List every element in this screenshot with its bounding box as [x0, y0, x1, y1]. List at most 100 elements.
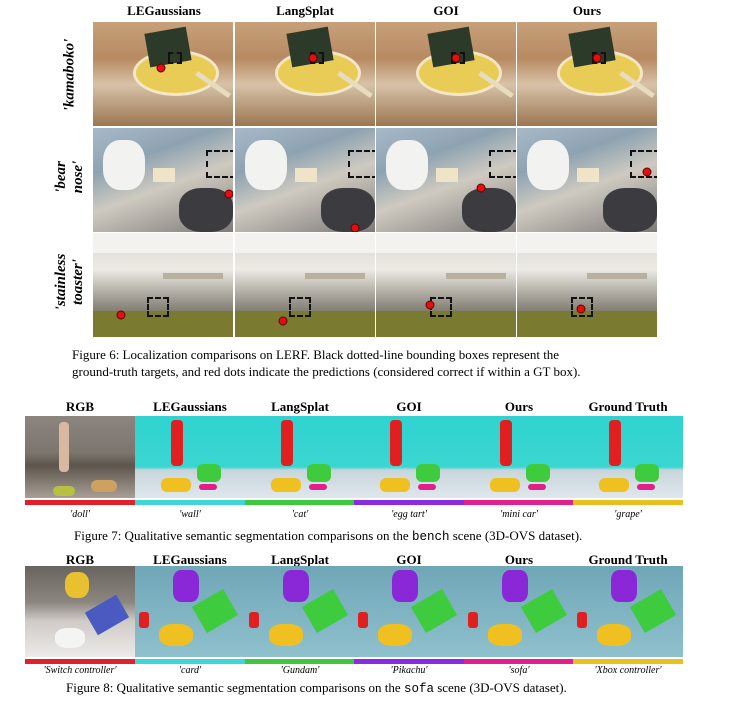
fig8-image-2 — [135, 566, 245, 657]
row-label-line: toaster' — [70, 259, 86, 305]
prediction-dot — [451, 53, 461, 63]
cat-mask — [307, 464, 331, 482]
fig6-row-label-kamaboko: 'kamaboko' — [62, 39, 79, 112]
doll-figure — [59, 422, 69, 472]
fig6-row-label-bear-nose: 'bear nose' — [53, 161, 87, 194]
fig8-color-bar — [25, 659, 135, 664]
fig6-col-langsplat: LangSplat — [276, 3, 334, 18]
row-label-line: 'kamaboko' — [61, 38, 78, 112]
fig8-col-header: GOI — [396, 552, 422, 567]
bear-plush — [245, 140, 287, 190]
toy-car — [91, 480, 117, 492]
grape-mask — [271, 478, 301, 492]
xbox-mask — [488, 624, 522, 646]
fig7-col-header: Ground Truth — [588, 399, 668, 414]
fig7-image-4 — [354, 416, 464, 498]
shelf — [163, 273, 223, 279]
fig7-color-bar — [354, 500, 464, 505]
dark-object — [179, 188, 233, 232]
fig6-image-r2-c4 — [517, 128, 657, 232]
shelf — [587, 273, 647, 279]
prediction-dot — [156, 63, 166, 73]
fig7-col-header: RGB — [65, 399, 95, 414]
fig8-col-header: LEGaussians — [153, 552, 227, 567]
fig7-caption: Figure 7: Qualitative semantic segmentat… — [74, 527, 582, 546]
fig6-image-r2-c1 — [93, 128, 233, 232]
fig8-color-bar — [245, 659, 355, 664]
fig7-image-2 — [135, 416, 245, 498]
pikachu-mask — [502, 570, 528, 602]
fig8-col-header: RGB — [65, 552, 95, 567]
switch-mask — [139, 612, 149, 628]
prediction-dot — [592, 53, 602, 63]
plate — [153, 168, 175, 182]
fig6-image-r2-c2 — [235, 128, 375, 232]
fig6-image-r2-c3 — [376, 128, 516, 232]
fig7-color-bar — [135, 500, 245, 505]
bear-plush — [386, 140, 428, 190]
pikachu-mask — [392, 570, 418, 602]
fig8-col-header: Ground Truth — [588, 552, 668, 567]
fig7-query-label: 'mini car' — [500, 509, 538, 520]
fig8-color-bar — [135, 659, 245, 664]
fig7-query-label: 'cat' — [291, 509, 309, 520]
fig7-query-label: 'egg tart' — [391, 509, 427, 520]
fig6-image-r1-c3 — [376, 22, 516, 126]
bear-plush — [103, 140, 145, 190]
gt-bounding-box — [206, 150, 233, 178]
prediction-dot — [308, 53, 318, 63]
pikachu-mask — [611, 570, 637, 602]
fig6-image-r3-c4 — [517, 233, 657, 337]
fig6-col-legaussians: LEGaussians — [127, 3, 201, 18]
fig8-color-bar — [464, 659, 574, 664]
pikachu-mask — [173, 570, 199, 602]
switch-mask — [358, 612, 368, 628]
gt-bounding-box — [348, 150, 375, 178]
fig6-image-r1-c2 — [235, 22, 375, 126]
shelf — [305, 273, 365, 279]
grape-mask — [490, 478, 520, 492]
prediction-dot — [476, 183, 486, 193]
gt-bounding-box — [147, 297, 169, 317]
prediction-dot — [350, 223, 360, 232]
fig7-color-bar — [25, 500, 135, 505]
fig7-color-bar — [573, 500, 683, 505]
gundam-mask — [410, 589, 458, 633]
fig8-query-label: 'sofa' — [508, 665, 530, 676]
grape-mask — [161, 478, 191, 492]
fig8-image-5 — [464, 566, 574, 657]
fig7-color-bar — [245, 500, 355, 505]
doll-mask — [171, 420, 183, 466]
fig6-caption: Figure 6: Localization comparisons on LE… — [72, 346, 712, 380]
doll-mask — [609, 420, 621, 466]
dark-object — [321, 188, 375, 232]
prediction-dot — [116, 310, 126, 320]
fig8-image-1 — [25, 566, 135, 657]
doll-mask — [281, 420, 293, 466]
fig8-image-4 — [354, 566, 464, 657]
fig7-col-header: Ours — [504, 399, 534, 414]
fig6-image-r3-c1 — [93, 233, 233, 337]
cat-mask — [635, 464, 659, 482]
xbox-mask — [597, 624, 631, 646]
fig8-color-bar — [354, 659, 464, 664]
xbox-controller — [55, 628, 85, 648]
prediction-dot — [576, 304, 586, 314]
fig6-image-r3-c2 — [235, 233, 375, 337]
car-mask — [637, 484, 655, 490]
grape-mask — [380, 478, 410, 492]
gt-bounding-box — [289, 297, 311, 317]
fig8-query-label: 'Gundam' — [280, 665, 320, 676]
fig7-image-1 — [25, 416, 135, 498]
fig6-image-r1-c1 — [93, 22, 233, 126]
bear-plush — [527, 140, 569, 190]
fig7-query-label: 'grape' — [614, 509, 642, 520]
gundam-model — [84, 594, 130, 636]
fig8-caption-text: Figure 8: Qualitative semantic segmentat… — [66, 680, 404, 695]
car-mask — [309, 484, 327, 490]
fig6-caption-line1: Figure 6: Localization comparisons on LE… — [72, 347, 560, 362]
fig6-image-r3-c3 — [376, 233, 516, 337]
fig7-image-3 — [245, 416, 355, 498]
switch-mask — [468, 612, 478, 628]
fig8-query-label: 'Switch controller' — [43, 665, 117, 676]
